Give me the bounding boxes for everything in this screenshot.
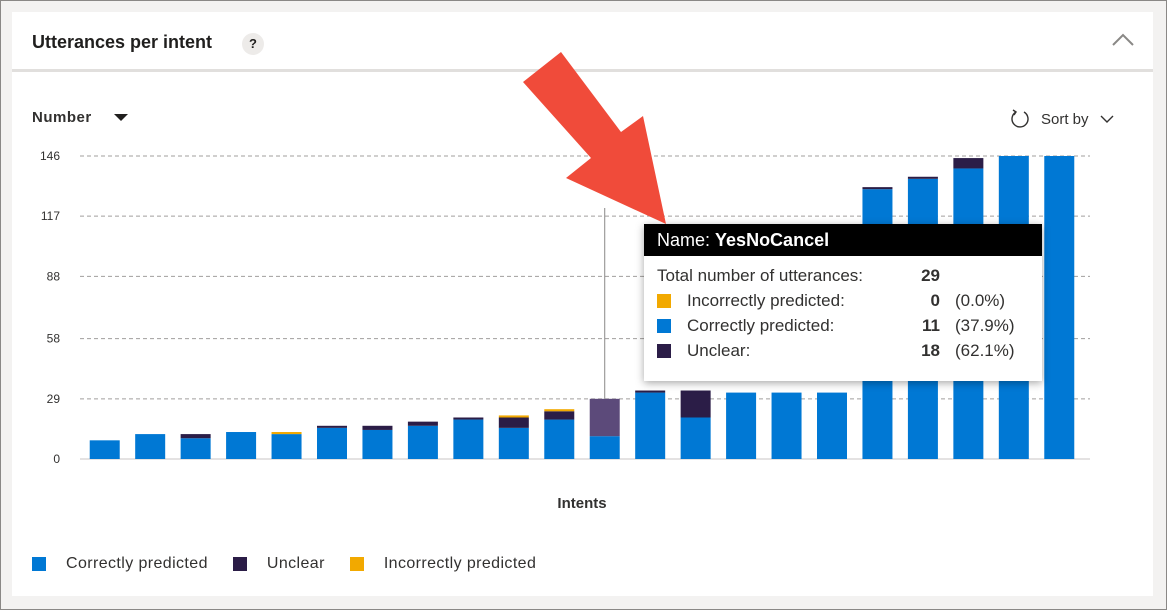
bar-segment[interactable] (907, 176, 938, 179)
y-tick-label: 58 (47, 332, 61, 346)
legend-swatch-correct (32, 557, 46, 571)
card-header: Utterances per intent ? (12, 12, 1153, 72)
bar-segment[interactable] (589, 398, 620, 437)
legend-label-incorrect: Incorrectly predicted (383, 555, 537, 572)
legend-item-incorrect[interactable]: Incorrectly predicted (349, 555, 537, 573)
legend-item-unclear[interactable]: Unclear (232, 555, 325, 573)
sort-by-label: Sort by (1041, 110, 1089, 128)
metric-dropdown-label: Number (32, 108, 92, 126)
bar-segment[interactable] (453, 419, 484, 459)
help-icon[interactable]: ? (242, 33, 264, 55)
metric-dropdown[interactable]: Number (32, 107, 128, 127)
tooltip-pct-incorrect: (0.0%) (955, 291, 1006, 310)
tooltip-swatch-unclear (657, 344, 671, 358)
collapse-button[interactable] (1110, 29, 1136, 51)
legend-swatch-unclear (232, 557, 247, 571)
legend-item-correct[interactable]: Correctly predicted (32, 555, 208, 573)
sort-by-button[interactable]: Sort by (1009, 107, 1115, 131)
y-tick-label: 117 (41, 209, 60, 223)
tooltip-pct-unclear: (62.1%) (955, 341, 1015, 360)
bar-segment[interactable] (589, 436, 620, 459)
bar-segment[interactable] (453, 417, 484, 420)
bar-segment[interactable] (407, 421, 438, 426)
bar-segment[interactable] (271, 432, 302, 435)
chevron-up-icon (1112, 33, 1134, 46)
legend-swatch-incorrect (349, 557, 364, 571)
bar-segment[interactable] (544, 419, 575, 459)
tooltip-value-unclear: 18 (921, 341, 940, 360)
tooltip-total-value: 29 (921, 266, 940, 285)
tooltip-swatch-correct (657, 319, 671, 333)
tooltip-label-incorrect: Incorrectly predicted: (687, 291, 845, 310)
caret-down-icon (113, 113, 128, 121)
card-title: Utterances per intent (32, 32, 213, 52)
bar-segment[interactable] (498, 427, 529, 459)
bar-segment[interactable] (226, 432, 257, 459)
bar-segment[interactable] (498, 415, 529, 418)
bar-segment[interactable] (89, 440, 120, 459)
tooltip-name-prefix: Name: (657, 230, 711, 250)
legend-label-correct: Correctly predicted (66, 555, 208, 572)
tooltip-total-row: Total number of utterances: 29 (657, 265, 1037, 287)
tooltip-swatch-incorrect (657, 294, 671, 308)
bar-segment[interactable] (680, 417, 711, 459)
tooltip-header: Name: YesNoCancel (644, 224, 1042, 256)
bar-segment[interactable] (862, 187, 893, 190)
arrow-annotation-icon (523, 52, 666, 224)
bar-segment[interactable] (271, 434, 302, 459)
x-axis-label: Intents (557, 495, 606, 512)
y-tick-label: 29 (47, 392, 61, 406)
bar-segment[interactable] (180, 438, 211, 459)
bar-segment[interactable] (498, 417, 529, 428)
tooltip-value-incorrect: 0 (930, 291, 940, 310)
tooltip-row-incorrect: Incorrectly predicted: 0 (0.0%) (657, 290, 1037, 312)
bar-segment[interactable] (362, 425, 393, 430)
bar-tooltip: Name: YesNoCancel Total number of uttera… (644, 224, 1042, 381)
bar-segment[interactable] (407, 425, 438, 459)
bar-segment[interactable] (680, 390, 711, 418)
tooltip-row-correct: Correctly predicted: 11 (37.9%) (657, 315, 1037, 337)
legend-label-unclear: Unclear (266, 555, 325, 572)
y-tick-label: 146 (40, 149, 60, 163)
tooltip-label-unclear: Unclear: (687, 341, 751, 360)
chevron-down-icon (1100, 115, 1114, 123)
bar-segment[interactable] (1044, 156, 1075, 459)
tooltip-pct-correct: (37.9%) (955, 316, 1015, 335)
bar-segment[interactable] (953, 158, 984, 169)
tooltip-label-correct: Correctly predicted: (687, 316, 835, 335)
bar-segment[interactable] (135, 434, 166, 459)
bar-segment[interactable] (817, 392, 847, 459)
bar-segment[interactable] (544, 409, 575, 412)
bar-segment[interactable] (317, 427, 347, 459)
bar-segment[interactable] (635, 390, 666, 393)
chart-legend: Correctly predicted Unclear Incorrectly … (32, 555, 561, 573)
refresh-icon (1011, 109, 1029, 128)
tooltip-row-unclear: Unclear: 18 (62.1%) (657, 340, 1037, 362)
tooltip-value-correct: 11 (922, 316, 940, 335)
tooltip-total-label: Total number of utterances: (657, 266, 864, 285)
bar-segment[interactable] (180, 434, 211, 439)
bar-segment[interactable] (362, 429, 393, 459)
bar-segment[interactable] (726, 392, 757, 459)
y-tick-label: 0 (53, 452, 60, 466)
bar-segment[interactable] (771, 392, 802, 459)
y-tick-label: 88 (47, 269, 61, 283)
bar-segment[interactable] (317, 425, 347, 428)
bar-segment[interactable] (544, 411, 575, 420)
bar-segment[interactable] (635, 392, 666, 459)
tooltip-intent-name: YesNoCancel (715, 230, 830, 250)
